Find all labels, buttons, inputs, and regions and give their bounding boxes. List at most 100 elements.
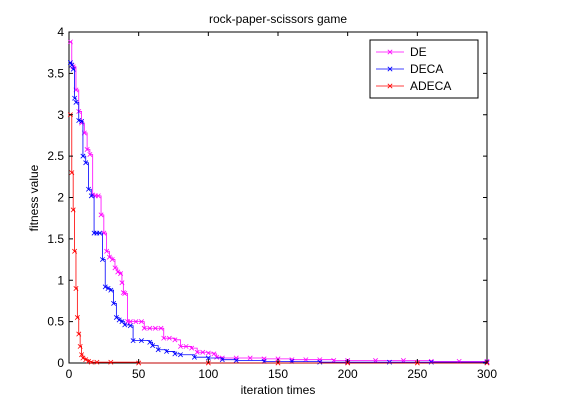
data-point-de-8 [87,151,93,157]
legend-marker [387,49,393,55]
legend-marker [387,66,393,72]
data-point-deca-34 [219,357,225,363]
data-point-de-36 [189,345,195,351]
data-point-deca-14 [99,257,105,263]
data-point-de-31 [161,335,167,341]
data-point-adeca-6 [76,331,82,337]
data-point-deca-3 [72,95,78,101]
y-tick-label: 2 [57,191,64,205]
data-point-de-11 [95,193,101,199]
data-point-adeca-8 [79,352,85,358]
legend-label: DECA [410,62,443,76]
data-point-de-22 [122,291,128,296]
data-point-adeca-7 [77,343,83,349]
data-point-adeca-5 [74,315,80,320]
data-point-adeca-12 [88,359,94,365]
data-point-deca-10 [88,193,94,199]
data-point-deca-23 [127,323,133,329]
data-point-deca-41 [428,359,434,365]
data-point-adeca-10 [83,357,89,363]
data-point-de-7 [84,147,90,152]
y-tick-label: 2.5 [47,149,64,163]
legend: DE DECA ADECA [369,39,479,99]
x-axis-label: iteration times [241,383,316,397]
series-layer [67,39,490,366]
data-point-deca-2 [70,66,76,72]
data-point-deca-24 [130,338,136,344]
data-point-deca-33 [205,355,211,361]
data-point-de-24 [127,319,133,325]
data-point-deca-1 [69,62,75,68]
data-point-de-25 [133,319,139,325]
y-tick-label: 1.5 [47,232,64,246]
data-point-deca-17 [108,287,114,293]
data-point-adeca-14 [108,359,114,365]
y-tick-label: 0.5 [47,315,64,329]
y-axis-label: fitness value [27,164,41,231]
data-point-de-35 [183,343,189,349]
legend-label: DE [410,45,427,59]
x-tick-label: 50 [132,367,146,381]
ticks-layer: 0 50 100 150 200 250 300 0 0.5 1 1.5 2 2.5 3 3.5 4 [47,25,497,381]
x-tick-label: 100 [198,367,218,381]
data-point-deca-31 [177,352,183,358]
legend-entries: DE DECA ADECA [376,45,451,93]
series-deca [67,60,490,365]
data-point-de-41 [214,354,220,360]
data-point-deca-35 [233,358,239,364]
data-point-deca-13 [97,230,103,236]
data-point-de-0 [67,39,73,45]
data-point-deca-5 [76,118,82,124]
data-point-adeca-2 [70,207,76,213]
data-point-adeca-13 [94,359,100,365]
data-point-de-27 [141,325,147,331]
data-point-adeca-4 [73,286,79,292]
y-tick-label: 1 [57,273,64,287]
data-point-deca-16 [105,286,111,292]
data-point-de-28 [147,325,153,331]
data-point-de-32 [166,335,172,341]
data-point-deca-22 [122,322,128,328]
data-point-deca-20 [116,317,122,323]
data-point-de-17 [112,265,118,271]
legend-entry-adeca: ADECA [376,79,451,93]
y-tick-label: 3 [57,108,64,122]
data-point-deca-29 [164,348,170,354]
data-point-deca-9 [86,186,91,192]
data-point-deca-25 [138,338,144,344]
data-point-deca-15 [102,284,108,290]
data-point-de-38 [200,349,206,355]
data-point-de-18 [115,269,121,275]
data-point-adeca-9 [80,355,86,361]
data-point-de-39 [205,350,211,356]
data-point-de-33 [172,337,178,343]
y-tick-label: 0 [57,356,64,370]
data-point-de-44 [247,355,253,361]
x-tick-label: 250 [407,367,427,381]
y-tick-label: 3.5 [47,66,64,80]
data-point-de-14 [104,248,110,254]
data-point-deca-32 [191,354,197,360]
data-point-deca-28 [155,347,161,353]
legend-marker [387,83,393,89]
legend-entry-deca: DECA [376,62,443,76]
data-point-deca-38 [317,359,323,365]
data-point-deca-27 [150,343,156,349]
x-tick-label: 300 [477,367,497,381]
data-point-deca-18 [111,300,117,306]
legend-label: ADECA [410,79,451,93]
data-point-deca-4 [73,99,79,105]
data-point-deca-8 [83,160,89,166]
data-point-deca-6 [79,118,85,124]
data-point-adeca-11 [86,358,91,364]
data-point-de-29 [152,325,158,331]
data-point-deca-0 [67,60,73,66]
data-point-de-12 [98,212,104,218]
data-point-adeca-3 [72,248,78,254]
data-point-de-34 [177,343,183,349]
data-point-de-30 [158,325,164,331]
data-point-de-16 [109,257,115,263]
data-point-de-20 [119,280,125,286]
x-tick-label: 0 [66,367,73,381]
